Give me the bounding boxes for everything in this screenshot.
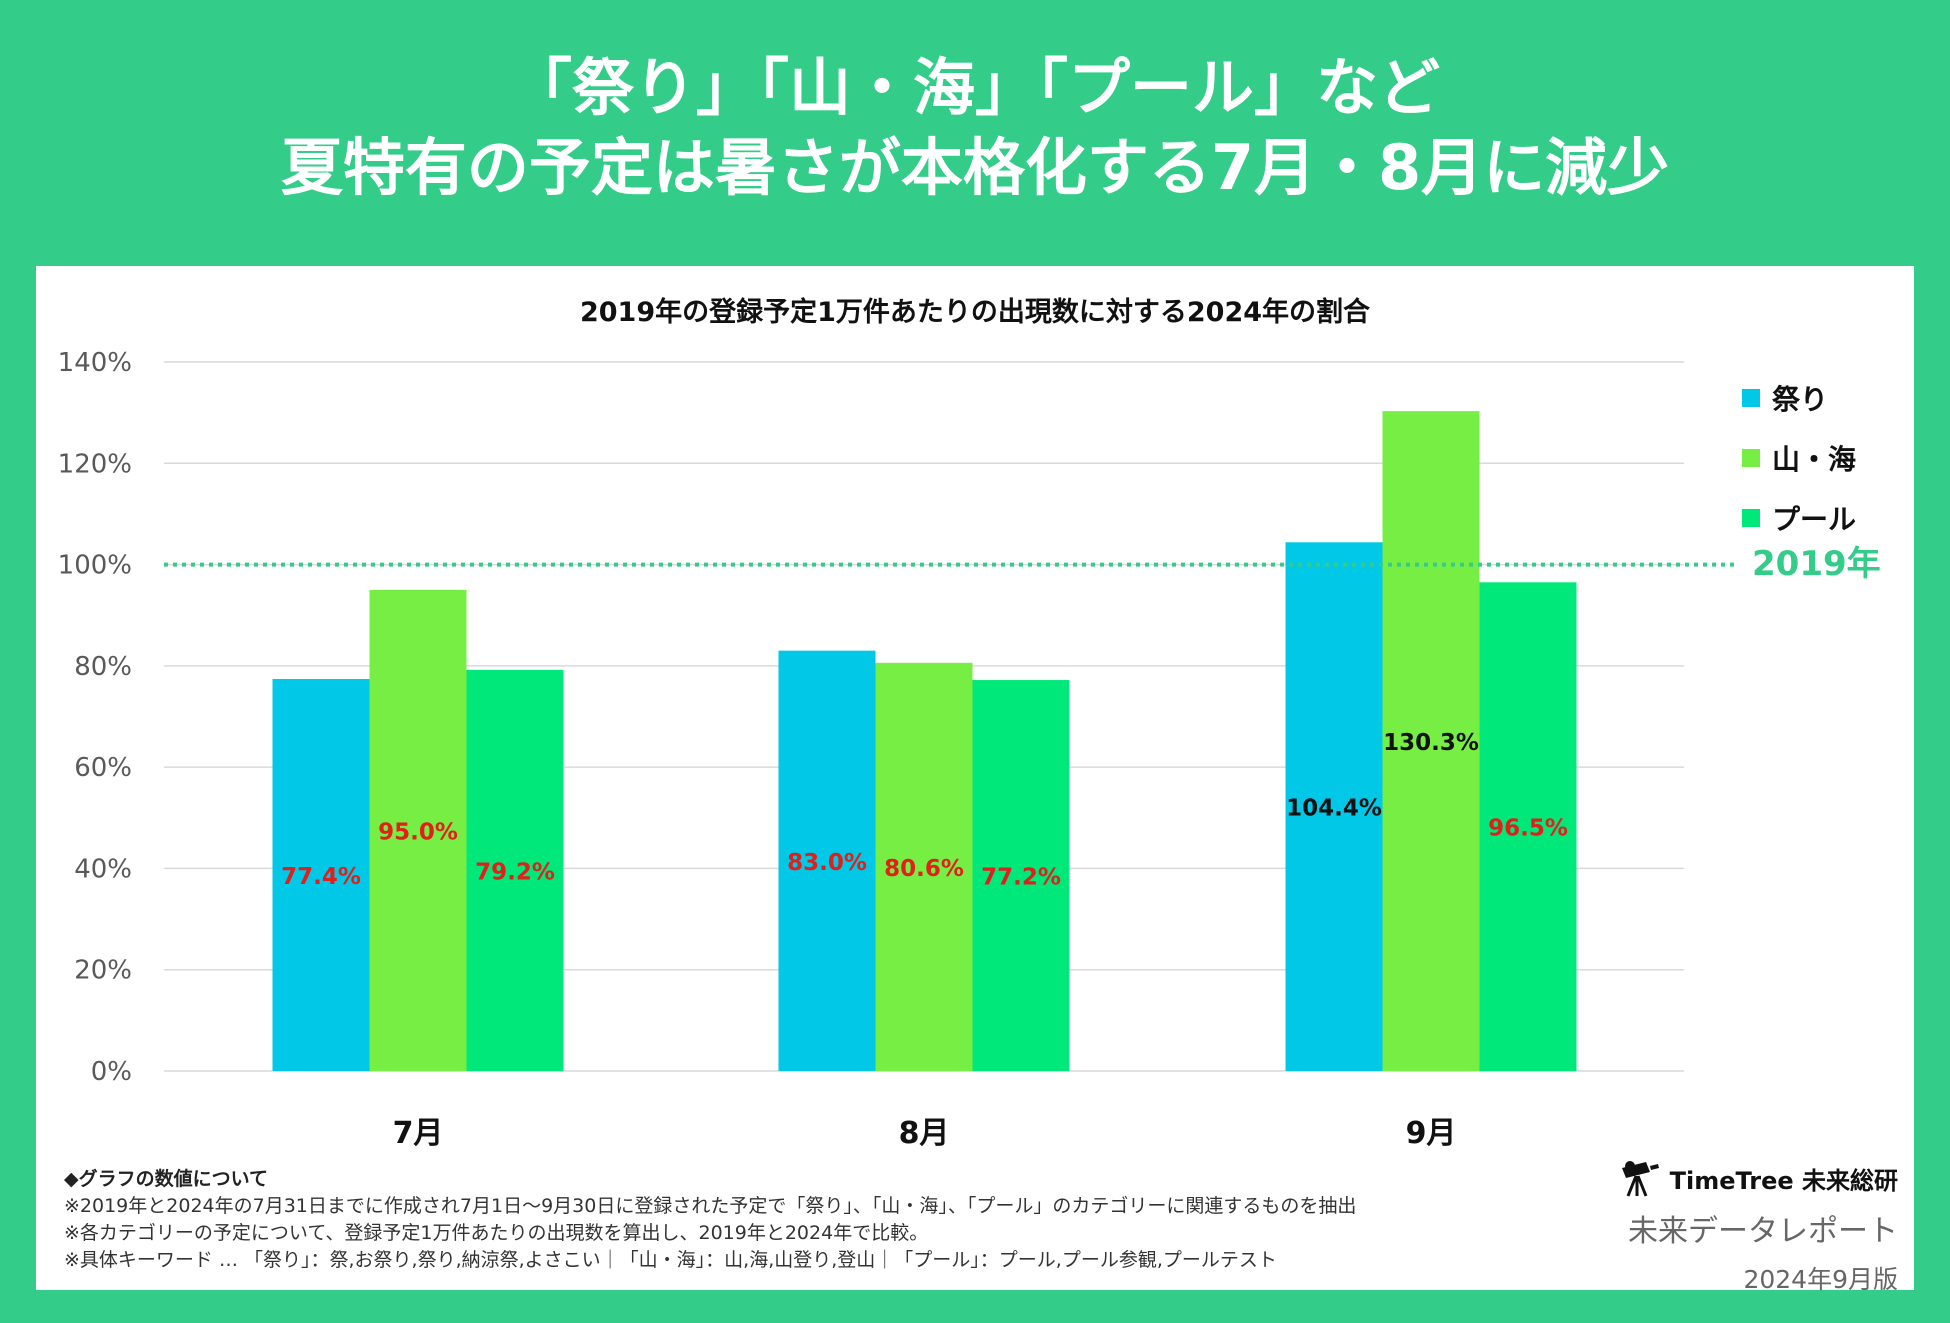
brand-report: 未来データレポート <box>1628 1214 1898 1249</box>
headline-line2: 夏特有の予定は暑さが本格化する7月・8月に減少 <box>280 131 1670 204</box>
chart-title: 2019年の登録予定1万件あたりの出現数に対する2024年の割合 <box>579 297 1371 328</box>
y-tick-label: 100% <box>58 551 132 581</box>
brand-logo-text: TimeTree 未来総研 <box>1669 1166 1898 1195</box>
x-tick-label: 9月 <box>1406 1116 1457 1151</box>
notes: ◆グラフの数値について ※2019年と2024年の7月31日までに作成され7月1… <box>64 1166 1356 1274</box>
bar <box>1285 542 1383 1071</box>
y-tick-label: 40% <box>74 854 132 884</box>
notes-line-3: ※具体キーワード … 「祭り」：祭,お祭り,祭り,納涼祭,よさこい｜「山・海」：… <box>64 1249 1277 1271</box>
brand-date: 2024年9月版 <box>1743 1265 1898 1294</box>
bar <box>272 679 370 1071</box>
legend-label-pool: プール <box>1772 503 1857 536</box>
bar <box>369 589 467 1071</box>
bar <box>1382 411 1480 1072</box>
y-tick-label: 60% <box>74 753 132 783</box>
bar <box>1479 582 1577 1071</box>
telescope-icon <box>1621 1161 1659 1197</box>
reference-line-label: 2019年 <box>1752 544 1881 584</box>
data-label: 80.6% <box>884 856 964 882</box>
legend-swatch-matsuri <box>1742 389 1760 407</box>
data-label: 77.4% <box>281 864 361 890</box>
y-tick-label: 0% <box>91 1057 132 1087</box>
legend-label-yama-umi: 山・海 <box>1772 443 1857 476</box>
data-label: 96.5% <box>1488 816 1568 842</box>
data-label: 77.2% <box>981 865 1061 891</box>
legend-label-matsuri: 祭り <box>1772 383 1829 416</box>
y-tick-label: 80% <box>74 652 132 682</box>
notes-line-2: ※各カテゴリーの予定について、登録予定1万件あたりの出現数を算出し、2019年と… <box>64 1222 929 1244</box>
legend: 祭り 山・海 プール <box>1742 368 1856 548</box>
bar <box>466 669 564 1071</box>
data-label: 104.4% <box>1286 796 1382 822</box>
headline: 「祭り」「山・海」「プール」など 夏特有の予定は暑さが本格化する7月・8月に減少 <box>0 48 1950 208</box>
bar <box>778 650 876 1071</box>
legend-item-yama-umi: 山・海 <box>1742 428 1856 488</box>
y-tick-label: 140% <box>58 348 132 378</box>
y-tick-label: 20% <box>74 956 132 986</box>
legend-item-pool: プール <box>1742 488 1856 548</box>
legend-swatch-yama-umi <box>1742 449 1760 467</box>
x-tick-label: 7月 <box>393 1116 444 1151</box>
y-tick-label: 120% <box>58 449 132 479</box>
brand-logo: TimeTree 未来総研 <box>1616 1158 1898 1198</box>
bar <box>875 662 973 1071</box>
data-label: 130.3% <box>1383 730 1479 756</box>
notes-line-1: ※2019年と2024年の7月31日までに作成され7月1日〜9月30日に登録され… <box>64 1195 1357 1217</box>
headline-line1: 「祭り」「山・海」「プール」など <box>509 51 1440 124</box>
data-label: 95.0% <box>378 819 458 845</box>
data-label: 83.0% <box>787 850 867 876</box>
legend-swatch-pool <box>1742 509 1760 527</box>
bar <box>972 680 1070 1071</box>
notes-heading: ◆グラフの数値について <box>64 1168 269 1190</box>
brand: TimeTree 未来総研 未来データレポート 2024年9月版 <box>1616 1158 1898 1296</box>
data-label: 79.2% <box>475 859 555 885</box>
x-tick-label: 8月 <box>899 1116 950 1151</box>
legend-item-matsuri: 祭り <box>1742 368 1856 428</box>
